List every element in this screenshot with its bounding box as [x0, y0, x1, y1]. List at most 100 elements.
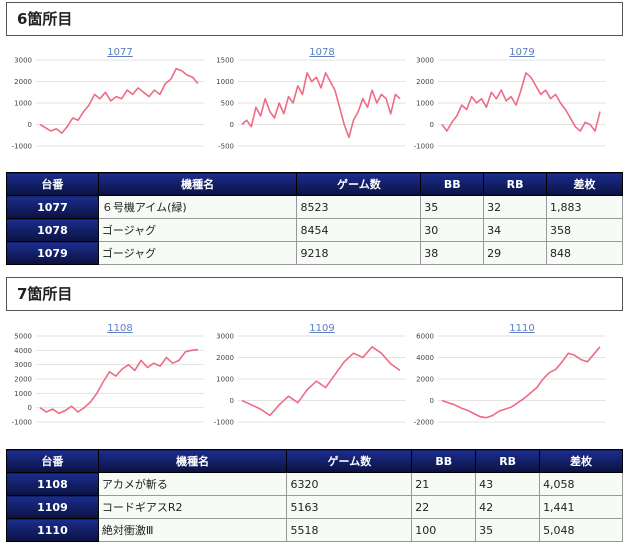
series-line — [241, 345, 401, 417]
coin-diff: 5,048 — [539, 518, 623, 542]
y-tick-label: 1000 — [14, 100, 32, 108]
y-tick-label: 0 — [430, 121, 434, 129]
model-name: ゴージャグ — [97, 241, 298, 265]
table-row: 1078 ゴージャグ 8454 30 34 358 — [6, 218, 623, 242]
y-tick-label: 0 — [430, 397, 434, 405]
game-count: 9218 — [296, 241, 422, 265]
machine-number: 1108 — [6, 472, 99, 496]
machine-number: 1077 — [6, 195, 99, 219]
header-diff: 差枚 — [546, 172, 623, 196]
y-tick-label: 4000 — [416, 354, 434, 362]
header-rb: RB — [475, 449, 541, 473]
model-name: ６号機アイム(緑) — [97, 195, 298, 219]
y-tick-label: 1000 — [216, 376, 234, 384]
coin-diff: 1,883 — [546, 195, 623, 219]
game-count: 8454 — [296, 218, 422, 242]
machine-number: 1109 — [6, 495, 99, 519]
y-tick-label: 1000 — [216, 78, 234, 86]
model-name: 絶対衝激Ⅲ — [97, 518, 288, 542]
chart-title: 1077 — [107, 47, 132, 58]
y-tick-label: -1000 — [414, 143, 434, 151]
rb-count: 34 — [483, 218, 548, 242]
header-model-name: 機種名 — [97, 449, 288, 473]
header-machine-no: 台番 — [6, 449, 99, 473]
bb-count: 30 — [420, 218, 485, 242]
y-tick-label: -2000 — [414, 419, 434, 427]
y-tick-label: 3000 — [416, 57, 434, 65]
y-tick-label: 3000 — [14, 361, 32, 369]
chart-title: 1109 — [309, 323, 334, 334]
rb-count: 29 — [483, 241, 548, 265]
coin-diff: 358 — [546, 218, 623, 242]
y-tick-label: 4000 — [14, 347, 32, 355]
y-tick-label: 1000 — [416, 100, 434, 108]
machine-number: 1078 — [6, 218, 99, 242]
y-tick-label: 3000 — [14, 57, 32, 65]
y-tick-label: 0 — [28, 121, 32, 129]
chart-1077: 1077 3000 2000 1000 0 -1000 — [10, 46, 210, 160]
game-count: 5518 — [286, 518, 413, 542]
series-line — [441, 346, 601, 419]
y-tick-label: 6000 — [416, 333, 434, 341]
chart-title: 1078 — [309, 47, 334, 58]
chart-1108: 1108 5000 4000 3000 2000 1000 0 -1000 — [10, 322, 210, 436]
series-line — [39, 67, 199, 134]
game-count: 6320 — [286, 472, 413, 496]
chart-title: 1079 — [509, 47, 534, 58]
header-machine-no: 台番 — [6, 172, 99, 196]
machine-number: 1079 — [6, 241, 99, 265]
rb-count: 32 — [483, 195, 548, 219]
coin-diff: 4,058 — [539, 472, 623, 496]
chart-title: 1108 — [107, 323, 132, 334]
y-tick-label: 0 — [28, 404, 32, 412]
table-header-row: 台番 機種名 ゲーム数 BB RB 差枚 — [6, 449, 623, 473]
header-games: ゲーム数 — [296, 172, 422, 196]
model-name: コードギアスR2 — [97, 495, 288, 519]
bb-count: 22 — [411, 495, 477, 519]
y-tick-label: 2000 — [14, 376, 32, 384]
section-title: 6箇所目 — [6, 2, 623, 36]
y-tick-label: 5000 — [14, 333, 32, 341]
y-tick-label: 1500 — [216, 57, 234, 65]
bb-count: 100 — [411, 518, 477, 542]
bb-count: 38 — [420, 241, 485, 265]
section-title: 7箇所目 — [6, 277, 623, 311]
y-tick-label: 3000 — [216, 333, 234, 341]
model-name: ゴージャグ — [97, 218, 298, 242]
header-model-name: 機種名 — [97, 172, 298, 196]
y-tick-label: -1000 — [12, 143, 32, 151]
header-games: ゲーム数 — [286, 449, 413, 473]
series-line — [441, 72, 601, 132]
table-row: 1110 絶対衝激Ⅲ 5518 100 35 5,048 — [6, 518, 623, 542]
header-bb: BB — [420, 172, 485, 196]
bb-count: 35 — [420, 195, 485, 219]
table-row: 1079 ゴージャグ 9218 38 29 848 — [6, 241, 623, 265]
y-tick-label: 2000 — [216, 354, 234, 362]
y-tick-label: -1000 — [12, 419, 32, 427]
y-tick-label: 2000 — [416, 78, 434, 86]
game-count: 5163 — [286, 495, 413, 519]
table-header-row: 台番 機種名 ゲーム数 BB RB 差枚 — [6, 172, 623, 196]
header-bb: BB — [411, 449, 477, 473]
chart-1109: 1109 3000 2000 1000 0 -1000 — [212, 322, 412, 436]
chart-1110: 1110 6000 4000 2000 0 -2000 — [412, 322, 612, 436]
y-tick-label: 2000 — [416, 376, 434, 384]
header-diff: 差枚 — [539, 449, 623, 473]
rb-count: 35 — [475, 518, 541, 542]
y-tick-label: 2000 — [14, 78, 32, 86]
bb-count: 21 — [411, 472, 477, 496]
table-row: 1077 ６号機アイム(緑) 8523 35 32 1,883 — [6, 195, 623, 219]
y-tick-label: 1000 — [14, 390, 32, 398]
chart-1079: 1079 3000 2000 1000 0 -1000 — [412, 46, 612, 160]
table-row: 1108 アカメが斬る 6320 21 43 4,058 — [6, 472, 623, 496]
coin-diff: 848 — [546, 241, 623, 265]
rb-count: 43 — [475, 472, 541, 496]
series-line — [241, 72, 401, 139]
coin-diff: 1,441 — [539, 495, 623, 519]
series-line — [39, 348, 199, 415]
game-count: 8523 — [296, 195, 422, 219]
y-tick-label: 500 — [221, 100, 234, 108]
machine-number: 1110 — [6, 518, 99, 542]
header-rb: RB — [483, 172, 548, 196]
chart-title: 1110 — [509, 323, 534, 334]
